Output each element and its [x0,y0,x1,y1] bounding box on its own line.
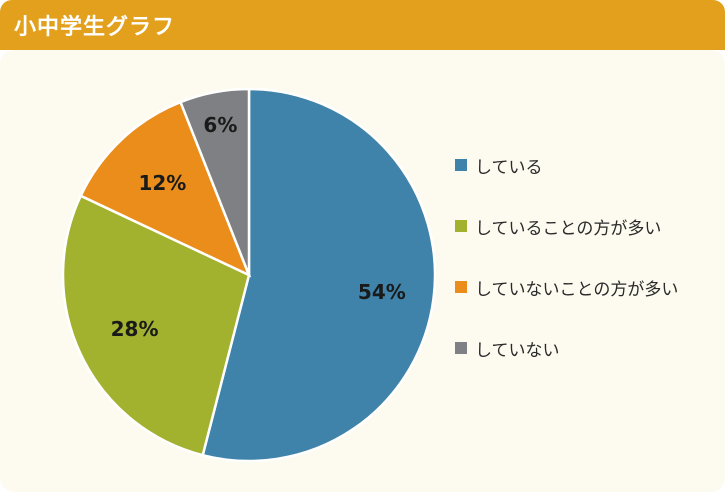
page-title: 小中学生グラフ [14,15,176,40]
pie-slice [178,87,251,276]
legend-swatch [455,159,467,171]
pie-slices [61,87,437,463]
legend-swatch [455,281,467,293]
legend-item: していない [455,335,678,361]
pie-slice-label: 12% [138,171,186,195]
pie-slice [79,100,252,278]
legend-label: していない [475,340,560,361]
pie-slice-label: 6% [203,113,237,137]
pie-slice [61,194,251,457]
legend-label: していないことの方が多い [475,279,679,300]
legend-item: していないことの方が多い [455,274,678,300]
legend-item: している [455,152,678,178]
legend-label: していることの方が多い [475,218,662,239]
legend-label: している [475,157,543,178]
legend-swatch [455,342,467,354]
pie-slice-label: 28% [111,317,159,341]
legend-item: していることの方が多い [455,213,678,239]
pie-slice-label: 54% [358,280,406,304]
legend-swatch [455,220,467,232]
pie-slice-labels: 54% 28% 12% 6% [111,113,406,341]
pie-slice [201,87,437,463]
legend: している していることの方が多い していないことの方が多い していない [455,152,678,396]
header-bar: 小中学生グラフ [0,0,725,50]
